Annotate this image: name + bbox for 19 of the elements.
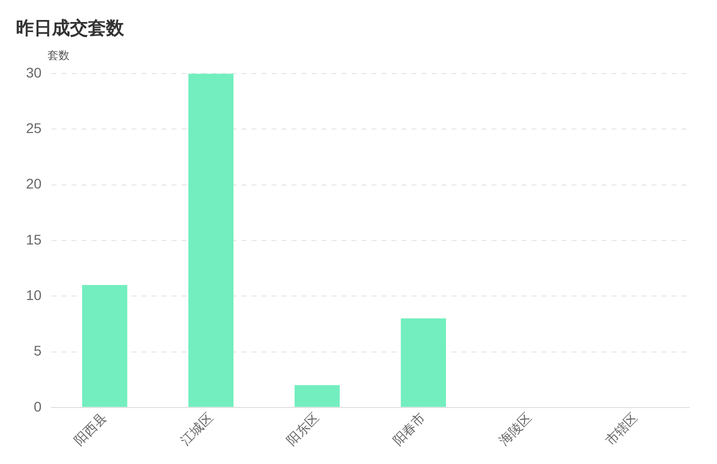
- bar: [400, 318, 446, 407]
- bar: [294, 385, 340, 407]
- y-axis-title: 套数: [48, 50, 70, 62]
- y-tick-label: 30: [26, 64, 42, 80]
- x-tick-label: 阳东区: [284, 410, 322, 448]
- bar: [82, 285, 128, 407]
- y-tick-label: 25: [26, 120, 42, 136]
- bar: [188, 74, 234, 407]
- x-tick-label: 市辖区: [602, 410, 641, 448]
- x-tick-label: 海陵区: [496, 410, 534, 448]
- x-tick-label: 阳春市: [390, 410, 428, 448]
- y-tick-label: 15: [26, 231, 42, 248]
- y-tick-label: 0: [34, 398, 42, 414]
- chart-title: 昨日成交套数: [16, 18, 125, 38]
- y-tick-label: 10: [26, 286, 42, 303]
- y-tick-label: 5: [34, 342, 42, 359]
- x-tick-label: 江城区: [177, 410, 216, 448]
- y-tick-label: 20: [26, 176, 42, 192]
- x-tick-label: 阳西县: [71, 410, 110, 448]
